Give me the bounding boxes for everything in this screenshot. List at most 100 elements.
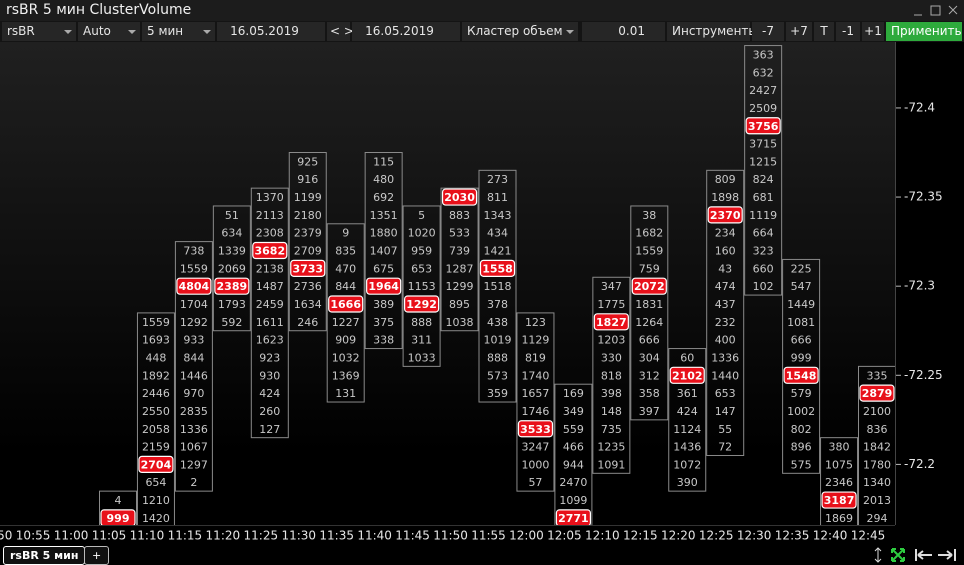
add-tab[interactable]: + [84,546,110,565]
volume: 434 [487,227,508,240]
max-volume: 2102 [672,369,703,382]
volume: 1420 [142,512,170,525]
volume: 147 [715,405,736,418]
y-tick-label: -72.3 [904,279,935,293]
fit-icon[interactable] [891,548,905,562]
close[interactable] [948,5,958,15]
volume: 1124 [673,423,701,436]
scale-icon[interactable] [874,547,882,563]
volume: 1038 [446,316,474,329]
max-volume: 4804 [179,280,210,293]
step-input[interactable]: 0.01 [582,22,665,41]
max-volume: 1548 [786,369,817,382]
cluster-box [212,205,251,332]
volume: 148 [601,405,622,418]
window-controls[interactable] [904,0,964,22]
volume: 1611 [256,316,284,329]
volume: 1892 [142,369,170,382]
volume: 738 [183,245,204,258]
shift-button[interactable]: -7 [752,22,784,41]
apply-button[interactable]: Применить [886,22,962,41]
shift-button[interactable]: +1 [862,22,884,41]
volume: 1449 [787,298,815,311]
max-volume: 2072 [634,280,665,293]
max-volume-highlight [783,366,819,384]
volume: 474 [715,280,736,293]
volume: 304 [639,351,660,364]
volume: 115 [373,155,394,168]
volume: 1559 [180,262,208,275]
symbol-select[interactable]: rsBR [2,22,76,41]
volume: 424 [677,405,698,418]
volume: 844 [335,280,356,293]
shift-button[interactable]: +7 [786,22,812,41]
cluster-box [99,490,137,525]
shift-button[interactable]: -1 [836,22,860,41]
volume: 311 [411,334,432,347]
volume: 335 [867,369,888,382]
date-from[interactable]: 16.05.2019 [217,22,325,41]
volume: 1842 [863,441,891,454]
volume: 1746 [521,405,549,418]
volume: 930 [259,369,280,382]
volume: 470 [335,262,356,275]
volume: 1033 [408,351,436,364]
volume: 809 [715,173,736,186]
chart-tab[interactable]: rsBR 5 мин [3,546,86,565]
volume: 1487 [256,280,284,293]
volume: 654 [145,476,166,489]
chart-kind-select[interactable]: Кластер объем [462,22,578,41]
y-tick-label: -72.2 [904,457,935,471]
date-to[interactable]: 16.05.2019 [352,22,460,41]
volume: 1657 [521,387,549,400]
x-tick-label: 11:15 [168,529,203,543]
mode-select[interactable]: Auto [78,22,140,41]
y-tick-label: -72.35 [904,190,943,204]
go-end-icon[interactable] [938,549,956,561]
volume: 312 [639,369,660,382]
volume: 1339 [218,245,246,258]
max-volume-highlight [593,313,629,331]
cluster-box [858,365,895,525]
volume: 2138 [256,262,284,275]
volume: 895 [449,298,470,311]
volume: 835 [335,245,356,258]
max-volume-highlight [138,455,174,474]
volume: 2470 [559,476,587,489]
x-tick-label: 10:55 [16,529,51,543]
volume: 38 [642,209,656,222]
volume: 2446 [142,387,170,400]
volume: 559 [563,423,584,436]
volume: 1775 [597,298,625,311]
nav-button[interactable]: < > [327,22,354,41]
tab-bar: rsBR 5 мин + [0,545,964,565]
volume: 660 [753,262,774,275]
volume: 844 [183,351,204,364]
maximize[interactable] [930,5,941,16]
volume: 375 [373,316,394,329]
volume: 653 [411,262,432,275]
max-volume-highlight [479,259,516,277]
volume: 389 [373,298,394,311]
volume: 970 [183,387,204,400]
volume: 1440 [711,369,739,382]
volume: 1436 [673,441,701,454]
volume: 60 [680,351,694,364]
volume: 2427 [749,84,777,97]
shift-button[interactable]: T [814,22,834,41]
volume: 923 [259,351,280,364]
volume: 1203 [597,334,625,347]
x-tick-label: 12:45 [851,529,886,543]
volume: 2835 [180,405,208,418]
volume: 739 [449,245,470,258]
volume: 916 [297,173,318,186]
go-start-icon[interactable] [915,549,932,561]
volume: 735 [601,423,622,436]
volume: 1421 [484,245,512,258]
volume: 363 [753,48,774,61]
volume: 664 [753,227,774,240]
tools-button[interactable]: Инструменты [667,22,758,41]
volume: 1559 [635,245,663,258]
timeframe-select[interactable]: 5 мин [142,22,215,41]
tab-icons[interactable] [868,545,964,565]
